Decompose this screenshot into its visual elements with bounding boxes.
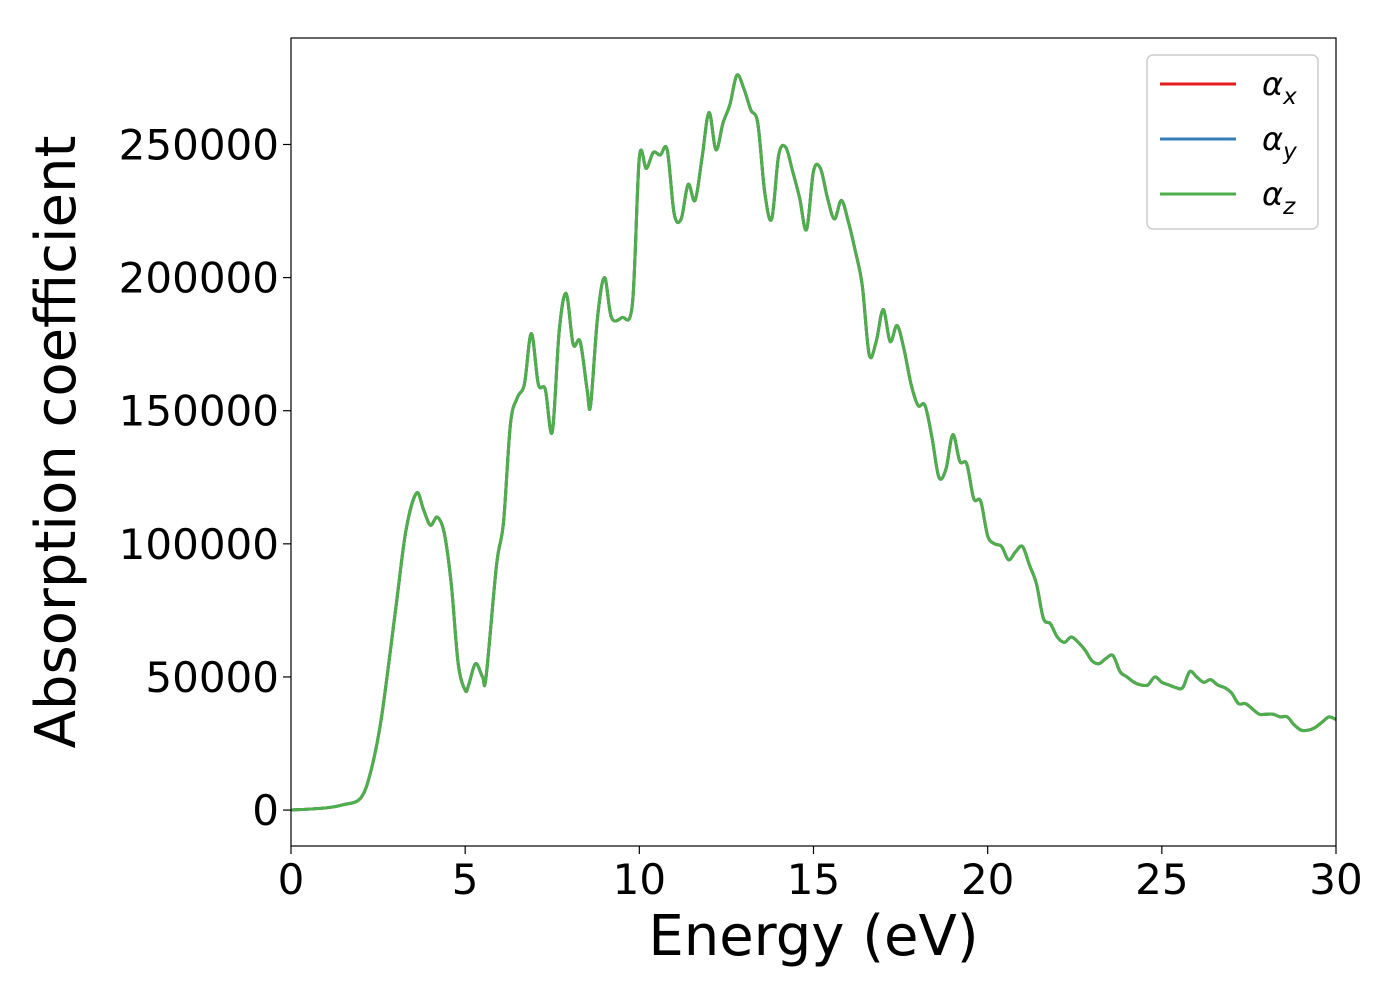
x-tick-label: 20 [961, 855, 1014, 904]
y-tick-label: 150000 [119, 387, 279, 436]
legend-box [1146, 54, 1319, 230]
y-tick-label: 50000 [145, 653, 279, 702]
x-tick-label: 0 [278, 855, 305, 904]
x-tick-label: 30 [1309, 855, 1362, 904]
x-tick-label: 5 [452, 855, 479, 904]
x-tick-label: 25 [1135, 855, 1188, 904]
series-layer [291, 73, 1336, 812]
y-axis-ticks: 0 50000 100000 150000 200000 250000 [119, 120, 291, 835]
y-tick-label: 0 [252, 786, 279, 835]
series-line-z [291, 73, 1336, 812]
x-tick-label: 15 [787, 855, 840, 904]
y-tick-label: 200000 [119, 254, 279, 303]
y-tick-label: 100000 [119, 520, 279, 569]
x-axis-title: Energy (eV) [648, 904, 978, 969]
y-tick-label: 250000 [119, 120, 279, 169]
x-tick-label: 10 [613, 855, 666, 904]
y-axis-title: Absorption coefficient [24, 136, 89, 749]
x-axis-ticks: 0 5 10 15 20 25 30 [278, 846, 1363, 904]
